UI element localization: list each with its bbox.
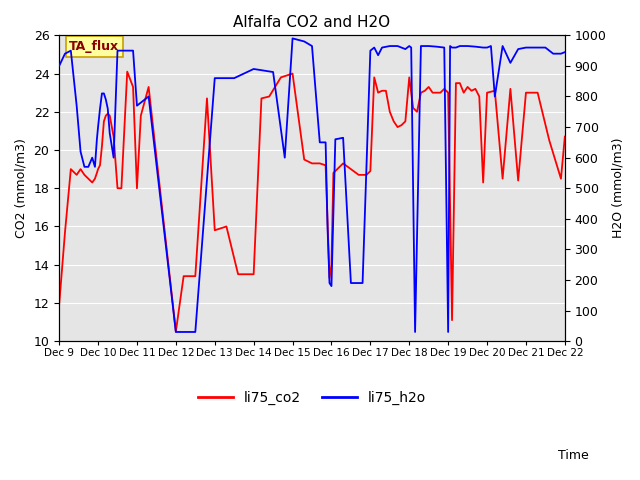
Text: Time: Time: [558, 449, 589, 462]
Legend: li75_co2, li75_h2o: li75_co2, li75_h2o: [193, 385, 431, 411]
Text: TA_flux: TA_flux: [69, 40, 120, 53]
Y-axis label: H2O (mmol/m3): H2O (mmol/m3): [612, 138, 625, 239]
Y-axis label: CO2 (mmol/m3): CO2 (mmol/m3): [15, 138, 28, 238]
Title: Alfalfa CO2 and H2O: Alfalfa CO2 and H2O: [234, 15, 390, 30]
